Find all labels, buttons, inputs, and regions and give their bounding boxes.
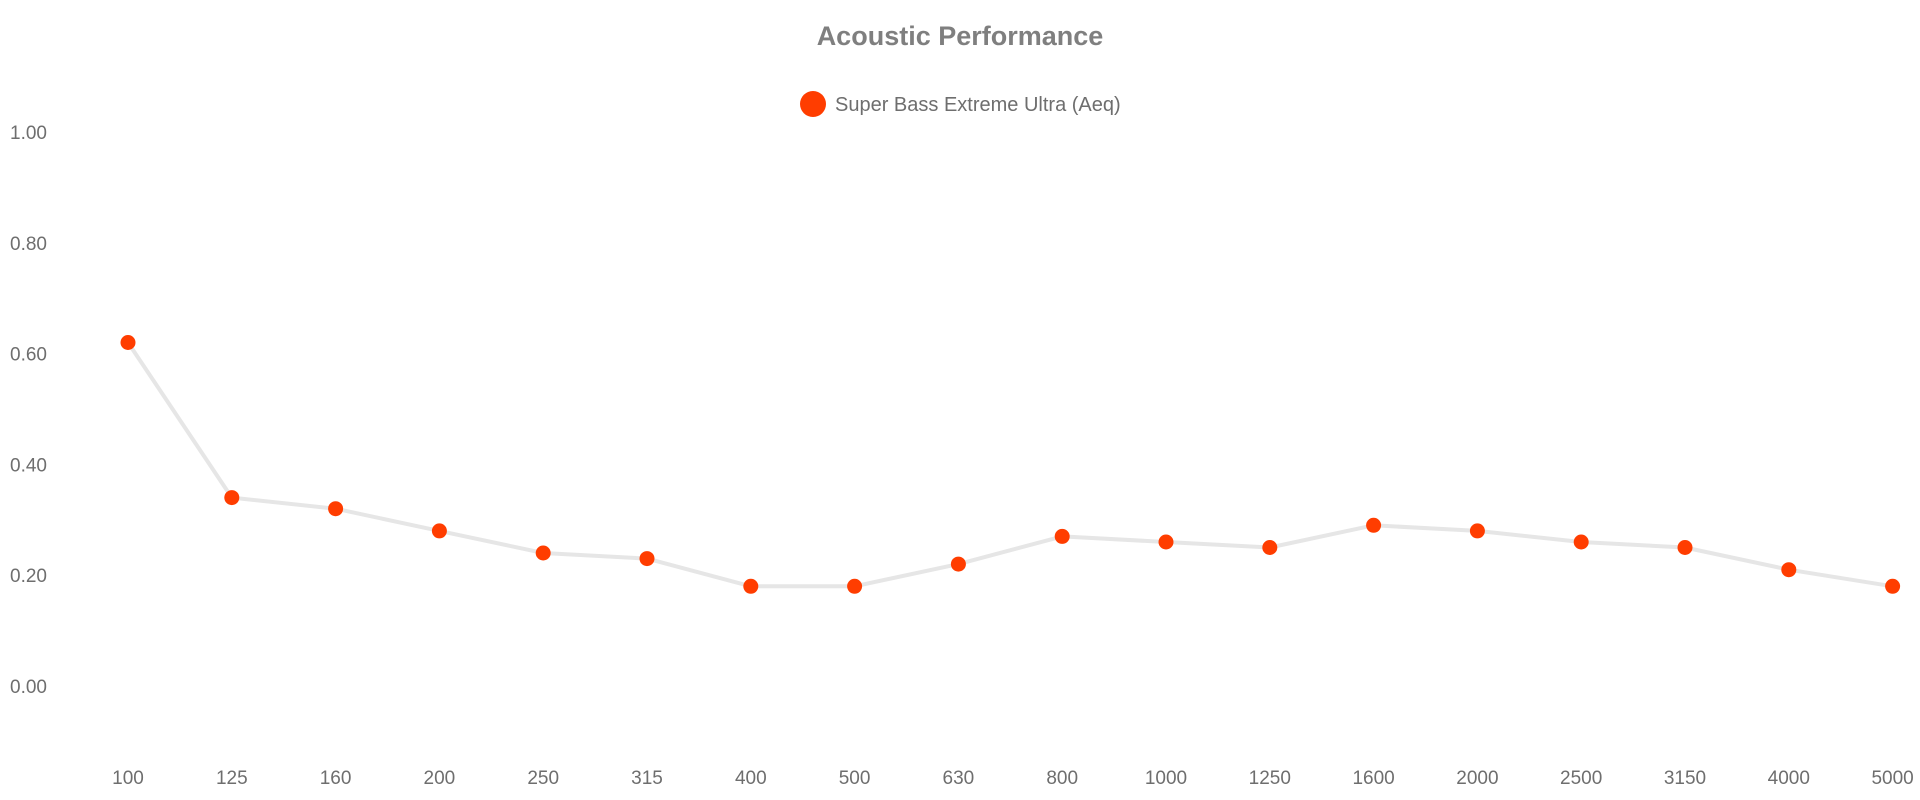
x-tick-label: 1250 [1249,768,1291,789]
x-tick-label: 4000 [1768,768,1810,789]
y-tick-label: 1.00 [10,123,47,144]
data-point[interactable] [639,551,655,567]
x-tick-label: 630 [943,768,975,789]
y-tick-label: 0.40 [10,455,47,476]
data-point[interactable] [1366,517,1382,533]
y-tick-label: 0.20 [10,566,47,587]
y-tick-label: 0.80 [10,234,47,255]
x-tick-label: 250 [527,768,559,789]
data-point[interactable] [1054,528,1070,544]
x-tick-label: 500 [839,768,871,789]
x-tick-label: 2000 [1456,768,1498,789]
data-point[interactable] [950,556,966,572]
x-tick-label: 400 [735,768,767,789]
x-tick-label: 2500 [1560,768,1602,789]
data-point[interactable] [1573,534,1589,550]
x-tick-label: 1000 [1145,768,1187,789]
legend[interactable]: Super Bass Extreme Ultra (Aeq) [800,91,1121,117]
x-tick-label: 200 [424,768,456,789]
data-point[interactable] [1781,562,1797,578]
x-tick-label: 160 [320,768,352,789]
data-point[interactable] [743,578,759,594]
legend-marker-icon [800,91,826,117]
data-point[interactable] [1469,523,1485,539]
x-tick-label: 1600 [1352,768,1394,789]
data-point[interactable] [224,490,240,506]
data-point[interactable] [1262,540,1278,555]
series-layer [120,335,1901,594]
data-point[interactable] [1885,578,1901,594]
x-tick-label: 3150 [1664,768,1706,789]
series-line [126,341,1893,589]
data-point[interactable] [431,523,447,539]
data-point[interactable] [328,501,344,517]
data-point[interactable] [1158,534,1174,550]
data-point[interactable] [535,545,551,561]
x-tick-label: 125 [216,768,248,789]
data-point[interactable] [847,578,863,594]
data-point[interactable] [1677,540,1693,555]
x-tick-label: 100 [112,768,144,789]
y-tick-label: 0.60 [10,345,47,366]
x-tick-label: 800 [1046,768,1078,789]
y-tick-label: 0.00 [10,677,47,698]
x-tick-label: 5000 [1871,768,1913,789]
chart-title: Acoustic Performance [817,21,1104,51]
y-axis-ticks: 1.00 0.80 0.60 0.40 0.20 0.00 [10,123,47,698]
legend-label: Super Bass Extreme Ultra (Aeq) [835,94,1121,116]
x-axis-ticks: 100 125 160 200 250 315 400 500 630 800 1000 1250 16… [112,768,1914,789]
data-point[interactable] [120,335,136,350]
x-tick-label: 315 [631,768,663,789]
